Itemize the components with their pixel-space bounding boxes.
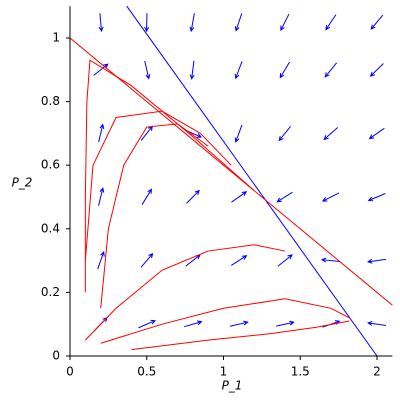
y-axis-label: P_2 [12, 176, 33, 190]
trajectory [84, 244, 286, 341]
field-arrow [93, 63, 109, 76]
trajectory [100, 123, 209, 309]
field-arrow [231, 191, 248, 203]
y-tick-label: 0.6 [41, 158, 60, 172]
x-tick-label: 0.5 [137, 365, 156, 379]
field-arrow [321, 192, 340, 202]
y-tick-label: 0 [52, 349, 60, 363]
field-arrow [234, 13, 243, 32]
y-tick-label: 0.8 [41, 94, 60, 108]
field-arrow [98, 123, 105, 143]
trajectory [100, 298, 350, 344]
field-arrow [97, 251, 105, 270]
trajectory [84, 110, 232, 261]
y-tick-label: 0.2 [41, 285, 60, 299]
x-axis-label: P_1 [222, 379, 243, 393]
field-arrow [320, 257, 340, 263]
field-arrow [141, 188, 153, 205]
field-arrow [186, 189, 200, 204]
field-arrow [279, 61, 290, 79]
field-arrow [324, 62, 338, 78]
x-tick-label: 1 [220, 365, 228, 379]
field-arrow [278, 126, 291, 142]
field-arrow [144, 13, 150, 33]
x-tick-label: 1.5 [291, 365, 310, 379]
y-tick-label: 1 [52, 31, 60, 45]
field-arrow [234, 61, 243, 80]
field-arrow [234, 124, 243, 143]
field-arrow [231, 255, 248, 266]
field-arrow [98, 187, 105, 206]
field-arrow [189, 60, 195, 80]
x-tick-label: 0 [66, 365, 74, 379]
field-arrow [229, 320, 249, 327]
field-arrow [280, 13, 290, 32]
field-arrow [277, 254, 293, 267]
field-arrow [323, 127, 339, 141]
field-arrow [276, 320, 295, 327]
line [126, 5, 378, 357]
field-arrow [140, 252, 154, 268]
field-arrow [368, 127, 385, 140]
field-arrow [98, 13, 104, 33]
field-arrow [184, 320, 203, 328]
field-arrow [189, 13, 195, 33]
trajectory [131, 320, 350, 351]
y-tick-label: 0.4 [41, 221, 60, 235]
field-arrow [322, 320, 341, 328]
field-arrow [366, 321, 386, 326]
field-arrow [369, 63, 384, 77]
field-arrow [366, 258, 386, 264]
field-arrow [138, 319, 157, 329]
field-arrow [370, 14, 384, 30]
field-arrow [367, 193, 386, 202]
field-arrow [325, 14, 337, 31]
x-tick-label: 2 [373, 365, 381, 379]
trajectory [84, 59, 255, 293]
line [69, 37, 393, 306]
field-arrow [185, 254, 201, 267]
field-arrow [144, 60, 151, 80]
field-arrow [276, 191, 293, 203]
